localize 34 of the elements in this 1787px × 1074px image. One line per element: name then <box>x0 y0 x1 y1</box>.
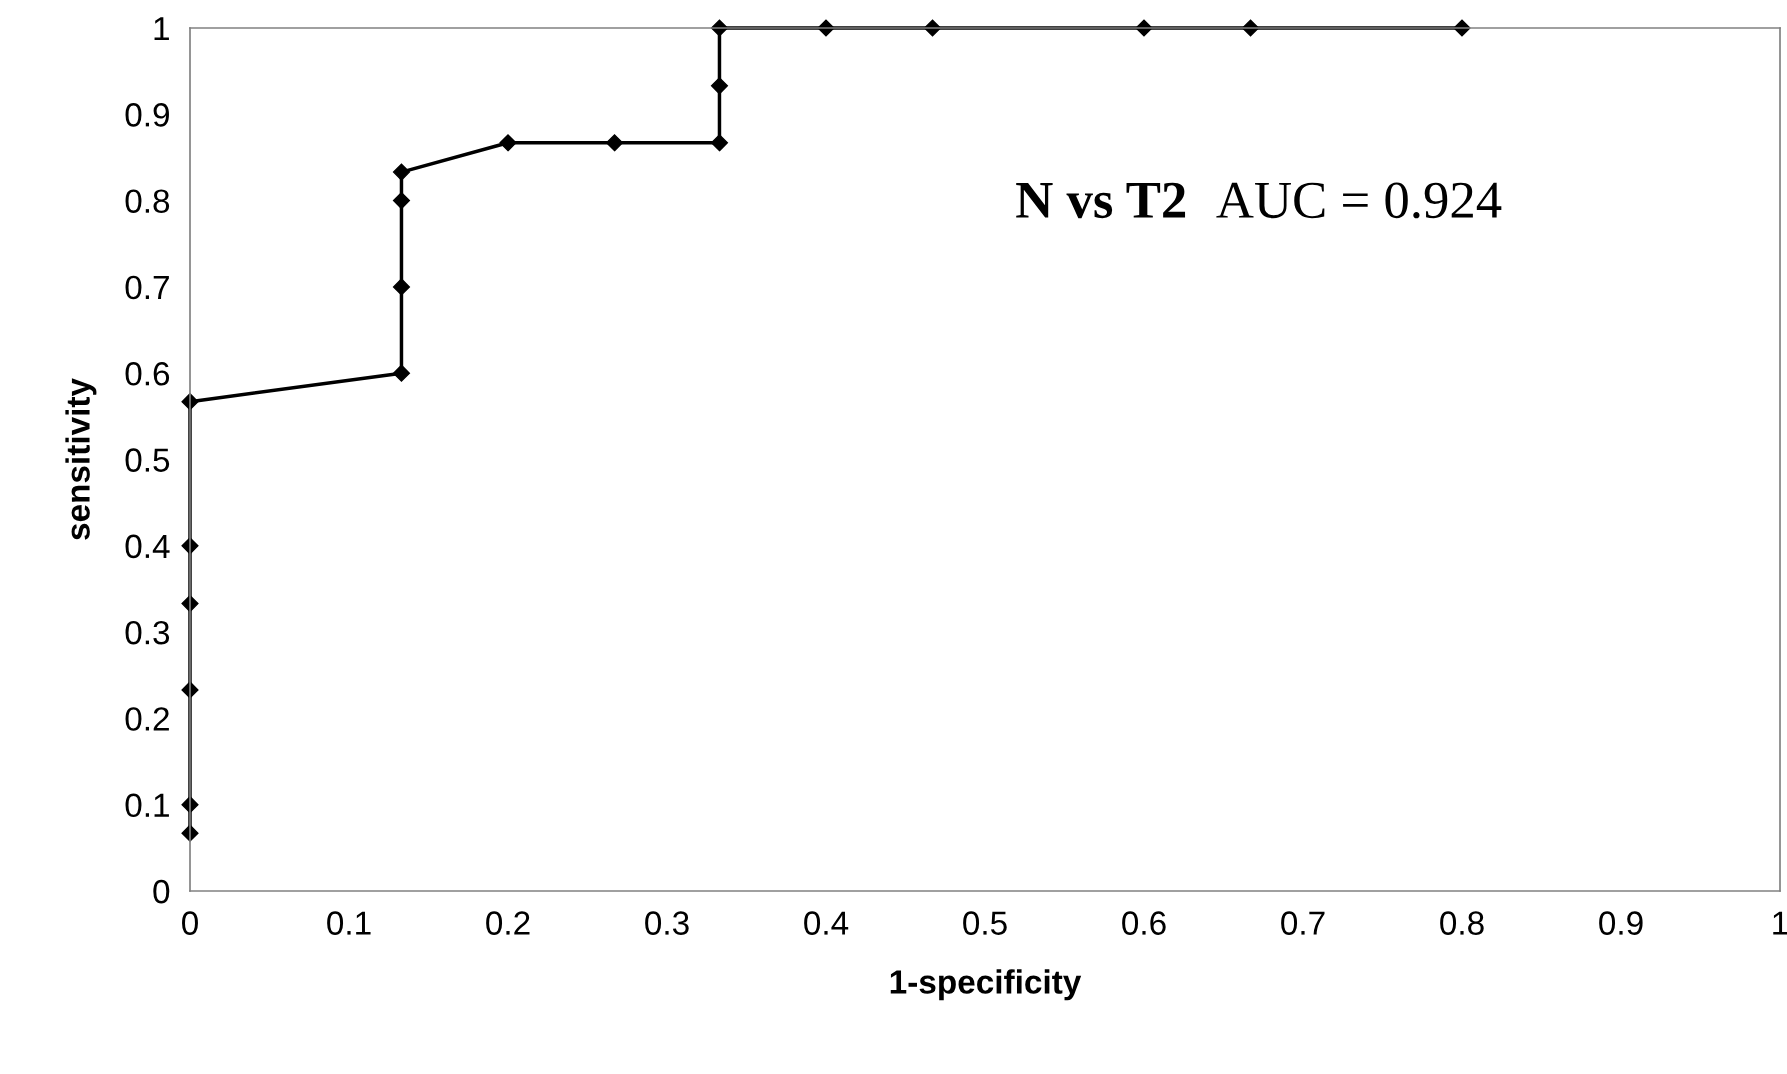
y-tick-label: 0.9 <box>125 103 169 127</box>
x-tick-label: 0.1 <box>327 911 371 935</box>
y-tick-label: 1 <box>154 17 169 41</box>
y-tick-label: 0.2 <box>125 707 169 731</box>
point <box>710 134 729 152</box>
annotation: AUC = 0.924 <box>1216 182 1502 219</box>
y-tick-label: 0.7 <box>125 275 169 300</box>
x-tick-label: 1 <box>1773 911 1787 935</box>
x-axis-title: 1-specificity <box>890 969 1082 1001</box>
x-tick-label: 0.4 <box>804 911 849 935</box>
annotation: N vs T2 <box>1016 182 1186 219</box>
point <box>392 278 411 296</box>
point <box>499 134 517 152</box>
point <box>605 134 624 152</box>
x-tick-label: 0.5 <box>963 911 1007 935</box>
point <box>710 77 729 95</box>
point <box>392 192 411 210</box>
x-tick-label: 0 <box>182 911 198 935</box>
x-tick-label: 0.2 <box>486 911 530 935</box>
y-axis-title: sensitivity <box>65 378 97 540</box>
y-tick-label: 0.1 <box>125 793 169 818</box>
point <box>392 364 411 382</box>
y-tick-label: 0.6 <box>125 362 170 386</box>
x-tick-label: 0.8 <box>1440 911 1484 935</box>
y-tick-label: 0.5 <box>125 448 170 472</box>
y-tick-label: 0.3 <box>125 620 170 645</box>
point <box>392 163 411 181</box>
x-tick-label: 0.6 <box>1122 911 1166 935</box>
y-tick-label: 0.4 <box>125 534 170 559</box>
x-tick-label: 0.7 <box>1281 911 1325 935</box>
x-tick-label: 0.9 <box>1599 911 1643 935</box>
x-tick-label: 0.3 <box>645 911 689 935</box>
y-tick-label: 0.8 <box>125 189 170 214</box>
y-tick-label: 0 <box>153 879 170 904</box>
